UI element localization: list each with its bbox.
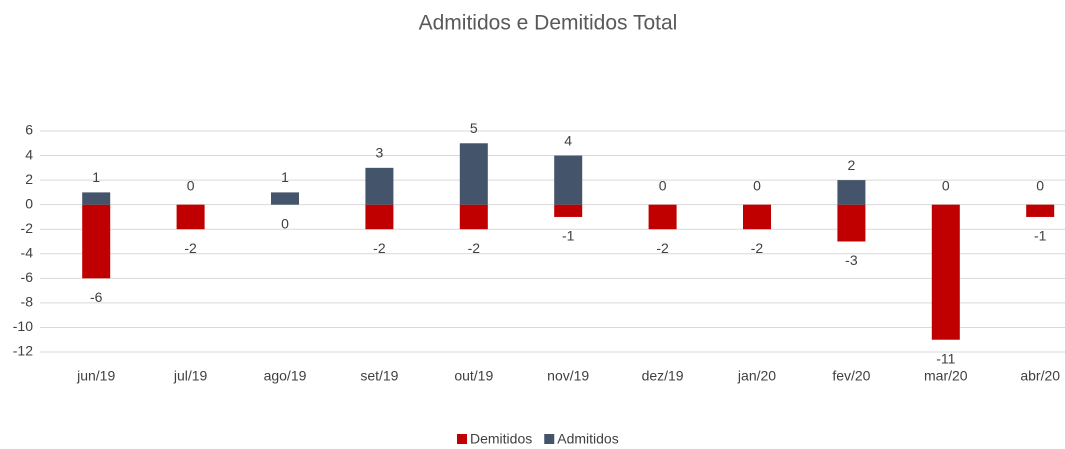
data-label: 0 — [1036, 177, 1044, 193]
data-label: 4 — [564, 132, 572, 148]
bar — [648, 204, 677, 230]
data-label: -2 — [656, 240, 669, 256]
y-tick-label: 4 — [25, 146, 33, 162]
chart-title: Admitidos e Demitidos Total — [419, 12, 678, 35]
data-label: -1 — [562, 228, 575, 244]
x-tick-label: mar/20 — [924, 368, 968, 384]
y-tick-label: -2 — [21, 220, 34, 236]
bar — [1026, 204, 1055, 217]
y-tick-label: -12 — [13, 343, 33, 359]
x-tick-label: ago/19 — [264, 368, 307, 384]
legend-swatch — [544, 434, 555, 444]
data-label: -1 — [1034, 228, 1047, 244]
bar — [931, 204, 960, 340]
y-tick-label: -8 — [21, 294, 34, 310]
data-label: -11 — [936, 350, 955, 366]
data-label: -2 — [751, 240, 764, 256]
bar — [459, 143, 488, 205]
y-tick-label: -6 — [21, 269, 34, 285]
y-tick-label: -10 — [13, 318, 33, 334]
y-tick-label: 6 — [25, 122, 33, 138]
bar — [365, 167, 394, 205]
data-label: -6 — [90, 289, 103, 305]
data-label: 0 — [659, 177, 667, 193]
legend-label: Demitidos — [470, 431, 532, 447]
x-tick-label: jun/19 — [76, 368, 115, 384]
data-label: 1 — [281, 169, 289, 185]
bar — [82, 204, 111, 279]
data-label: 0 — [942, 177, 950, 193]
data-label: -2 — [373, 240, 386, 256]
x-tick-label: abr/20 — [1020, 368, 1060, 384]
legend-label: Admitidos — [557, 431, 618, 447]
bar — [554, 155, 583, 205]
bar — [271, 192, 299, 205]
bar — [176, 204, 205, 230]
bar — [743, 204, 771, 230]
x-tick-label: nov/19 — [547, 368, 589, 384]
x-tick-label: out/19 — [454, 368, 493, 384]
bar — [554, 204, 583, 217]
bar — [837, 180, 866, 205]
legend-swatch — [457, 434, 467, 444]
bar — [365, 204, 394, 230]
data-label: 0 — [281, 215, 289, 231]
data-label: 5 — [470, 120, 478, 136]
x-tick-label: set/19 — [360, 368, 398, 384]
x-tick-label: jul/19 — [173, 368, 208, 384]
y-tick-label: 2 — [25, 171, 33, 187]
x-tick-label: fev/20 — [832, 368, 870, 384]
bar — [82, 192, 111, 205]
bar — [837, 204, 866, 242]
data-label: -2 — [468, 240, 481, 256]
data-label: 3 — [376, 145, 384, 161]
data-label: -2 — [184, 240, 197, 256]
x-tick-label: jan/20 — [737, 368, 776, 384]
bar — [459, 204, 488, 230]
data-label: 2 — [848, 157, 856, 173]
data-label: 0 — [753, 177, 761, 193]
data-label: -3 — [845, 252, 858, 268]
y-tick-label: -4 — [21, 244, 34, 260]
data-label: 1 — [92, 169, 100, 185]
y-tick-label: 0 — [25, 195, 33, 211]
data-label: 0 — [187, 177, 195, 193]
x-tick-label: dez/19 — [642, 368, 684, 384]
